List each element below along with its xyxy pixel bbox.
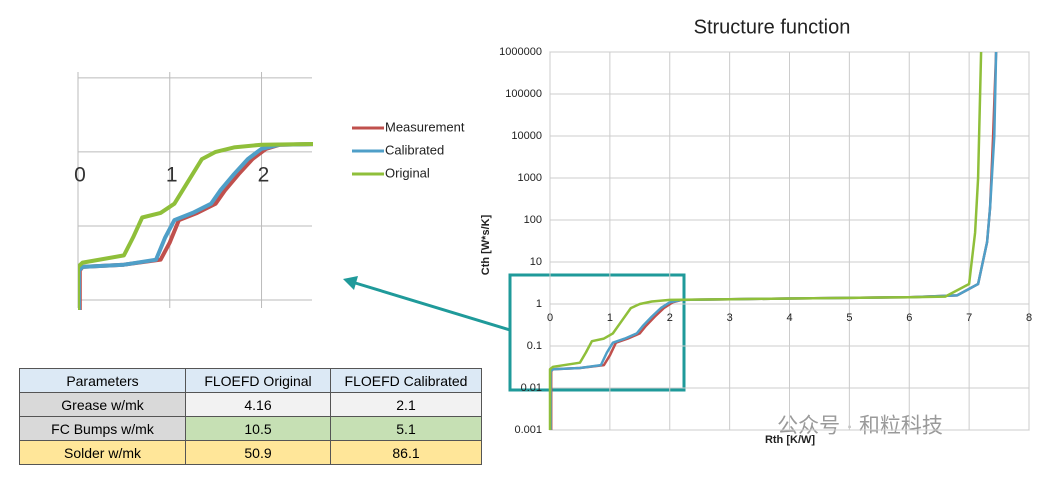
series-line — [78, 142, 313, 310]
series-line — [549, 51, 998, 430]
series-line — [549, 51, 998, 430]
cell: 4.16 — [185, 392, 331, 417]
x-axis-label: Rth [K/W] — [765, 434, 815, 446]
plot-lines — [78, 142, 313, 310]
x-tick-label: 0 — [547, 312, 553, 324]
x-tick-label: 7 — [966, 312, 972, 324]
cell: 50.9 — [185, 440, 331, 465]
header-cell: FLOEFD Calibrated — [330, 368, 482, 393]
cell: FC Bumps w/mk — [19, 416, 186, 441]
y-tick-label: 10 — [530, 256, 542, 268]
y-tick-label: 1000 — [518, 172, 542, 184]
cell: 2.1 — [330, 392, 482, 417]
y-tick-label: 0.001 — [514, 424, 542, 436]
y-tick-label: 10000 — [511, 130, 542, 142]
cell: 10.5 — [185, 416, 331, 441]
table-header: Parameters FLOEFD Original FLOEFD Calibr… — [19, 368, 482, 393]
series-line — [548, 51, 983, 430]
table-row: Solder w/mk 50.9 86.1 — [19, 440, 482, 465]
series-line — [78, 142, 313, 310]
zoom-box — [508, 273, 686, 392]
legend-label: Measurement — [385, 119, 465, 134]
watermark: 公众号 · 和粒科技 — [777, 415, 943, 438]
cell: Grease w/mk — [19, 392, 186, 417]
x-tick-label: 0 — [74, 164, 86, 187]
header-cell: FLOEFD Original — [185, 368, 331, 393]
x-tick-label: 2 — [258, 164, 270, 187]
y-axis-label: Cth [W*s/K] — [480, 214, 492, 275]
x-tick-label: 8 — [1026, 312, 1032, 324]
x-tick-label: 3 — [727, 312, 733, 324]
arrow-head — [343, 276, 358, 290]
y-tick-label: 100 — [524, 214, 542, 226]
series-line — [78, 142, 313, 310]
x-tick-label: 6 — [906, 312, 912, 324]
y-tick-label: 1000000 — [499, 46, 542, 58]
x-tick-label: 2 — [667, 312, 673, 324]
x-tick-label: 5 — [846, 312, 852, 324]
header-cell: Parameters — [19, 368, 186, 393]
cell: Solder w/mk — [19, 440, 186, 465]
table-row: Grease w/mk 4.16 2.1 — [19, 392, 482, 417]
y-tick-label: 1 — [536, 298, 542, 310]
parameter-table: Parameters FLOEFD Original FLOEFD Calibr… — [19, 368, 482, 465]
plot-lines — [548, 51, 998, 430]
x-tick-label: 4 — [786, 312, 792, 324]
zoom-arrow — [351, 280, 511, 332]
cell: 5.1 — [330, 416, 482, 441]
table-row: FC Bumps w/mk 10.5 5.1 — [19, 416, 482, 441]
y-tick-label: 0.1 — [527, 340, 542, 352]
y-tick-label: 0.01 — [521, 382, 542, 394]
y-tick-label: 100000 — [505, 88, 542, 100]
cell: 86.1 — [330, 440, 482, 465]
legend-label: Original — [385, 165, 430, 180]
chart-title: Structure function — [694, 16, 851, 38]
x-tick-label: 1 — [607, 312, 613, 324]
legend-label: Calibrated — [385, 142, 444, 157]
legend: Measurement Calibrated Original — [352, 119, 465, 180]
x-tick-label: 1 — [166, 164, 178, 187]
